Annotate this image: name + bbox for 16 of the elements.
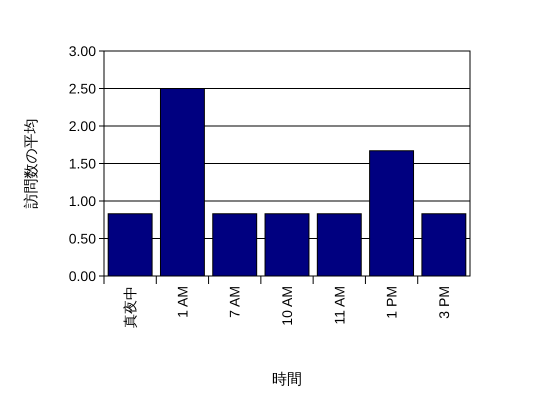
- y-tick-label: 1.00: [68, 193, 96, 209]
- x-tick-label: 真夜中: [122, 286, 138, 328]
- x-tick-label: 3 PM: [436, 286, 452, 319]
- x-tick-label: 10 AM: [279, 286, 295, 326]
- x-tick-label: 1 AM: [174, 286, 190, 318]
- x-tick-label: 7 AM: [226, 286, 243, 318]
- y-tick-label: 2.50: [68, 80, 96, 96]
- x-tick-label: 1 PM: [384, 286, 400, 319]
- x-axis-title: 時間: [272, 371, 302, 388]
- y-tick-label: 1.50: [68, 156, 96, 172]
- y-tick-label: 2.00: [68, 118, 96, 134]
- y-axis-title: 訪問数の平均: [23, 118, 40, 208]
- y-tick-label: 0.50: [68, 230, 96, 246]
- y-tick-label: 0.00: [68, 268, 96, 284]
- x-tick-label: 11 AM: [331, 286, 348, 325]
- y-tick-label: 3.00: [68, 43, 96, 59]
